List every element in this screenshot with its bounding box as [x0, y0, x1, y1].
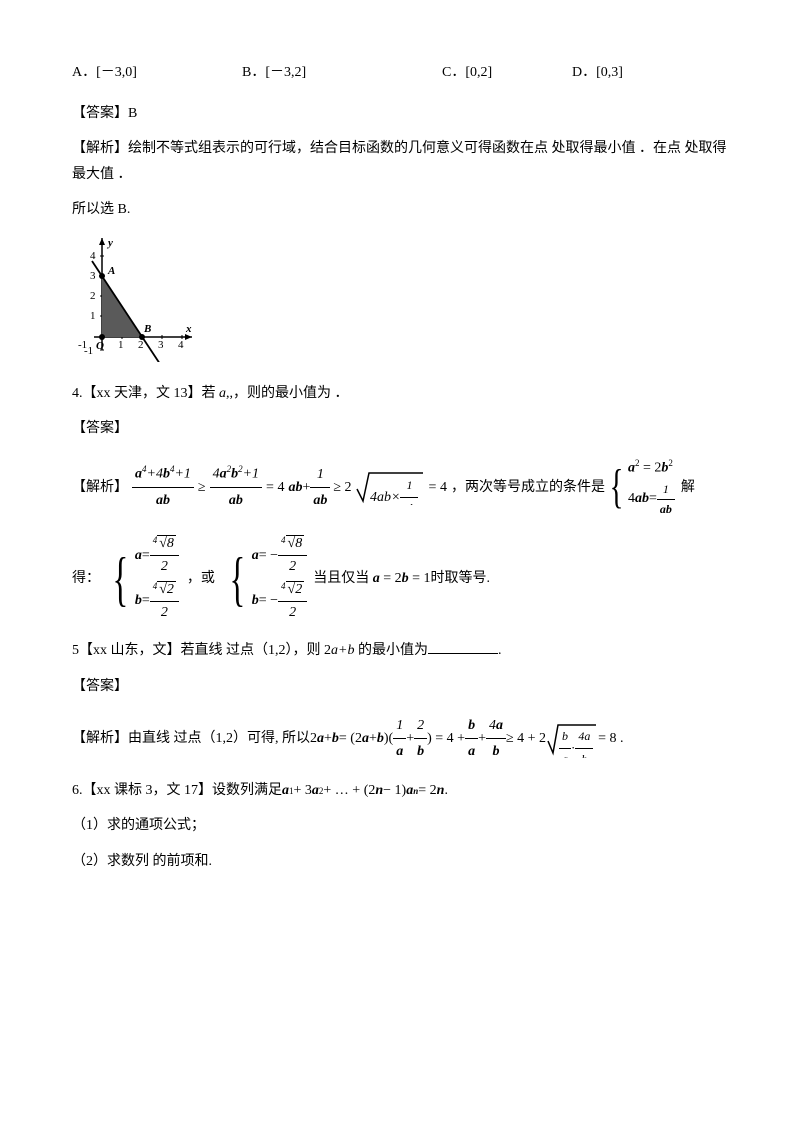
- svg-text:2: 2: [138, 339, 144, 351]
- option-d: D．[0,3]: [572, 60, 623, 85]
- or-text: ，或: [187, 566, 215, 591]
- cond-prefix: ，两次等号成立的条件是: [451, 475, 605, 500]
- q3-answer: 【答案】B: [72, 101, 728, 126]
- analysis-label: 【解析】: [72, 475, 128, 500]
- svg-text:3: 3: [90, 270, 96, 282]
- svg-text:4: 4: [90, 250, 96, 262]
- got-prefix: 得：: [72, 566, 100, 591]
- svg-text:-1: -1: [78, 339, 87, 351]
- svg-text:3: 3: [158, 339, 164, 351]
- svg-text:4: 4: [178, 339, 184, 351]
- q4-formula-solution: 得： { a = 4√82 b = 4√22 ，或 { a = − 4√82 b…: [72, 533, 728, 625]
- page: A．[－3,0] B．[－3,2] C．[0,2] D．[0,3] 【答案】B …: [0, 0, 800, 1132]
- svg-text:x: x: [185, 323, 192, 335]
- q4-answer: 【答案】: [72, 416, 728, 441]
- q4-stem: 4.【xx 天津，文 13】若 a,,，则的最小值为 ．: [72, 381, 728, 406]
- option-c: C．[0,2]: [442, 60, 572, 85]
- svg-text:A: A: [107, 265, 115, 277]
- q5-analysis-prefix: 【解析】由直线 过点（1,2）可得, 所以: [72, 726, 310, 751]
- q6-stem: 6.【xx 课标 3，文 17】设数列满足 a1 + 3a2 + … + (2n…: [72, 778, 728, 803]
- q5-formula: 【解析】由直线 过点（1,2）可得, 所以 2a + b = (2a + b)(…: [72, 713, 728, 764]
- feasible-region-graph: 4 3 2 1 -1 -1 1 2 3 4 A B: [68, 232, 728, 371]
- q5-answer: 【答案】: [72, 674, 728, 699]
- option-b: B．[－3,2]: [242, 60, 442, 85]
- svg-text:1: 1: [118, 339, 124, 351]
- q3-options: A．[－3,0] B．[－3,2] C．[0,2] D．[0,3]: [72, 60, 728, 85]
- svg-text:B: B: [143, 323, 151, 335]
- q3-conclusion: 所以选 B.: [72, 197, 728, 222]
- q4-formula-main: 【解析】 a4+4b4+1 ab ≥ 4a2b2+1 ab = 4ab+ 1ab…: [72, 456, 728, 519]
- svg-text:O: O: [96, 340, 104, 352]
- svg-text:y: y: [106, 237, 113, 249]
- q6-part1: （1）求的通项公式；: [72, 813, 728, 838]
- svg-text:1: 1: [90, 310, 96, 322]
- option-a: A．[－3,0]: [72, 60, 242, 85]
- q5-stem: 5【xx 山东，文】若直线 过点（1,2），则 2a+b 的最小值为.: [72, 638, 728, 663]
- svg-text:2: 2: [90, 290, 96, 302]
- q6-part2: （2）求数列 的前项和.: [72, 849, 728, 874]
- q3-analysis: 【解析】绘制不等式组表示的可行域，结合目标函数的几何意义可得函数在点 处取得最小…: [72, 136, 728, 186]
